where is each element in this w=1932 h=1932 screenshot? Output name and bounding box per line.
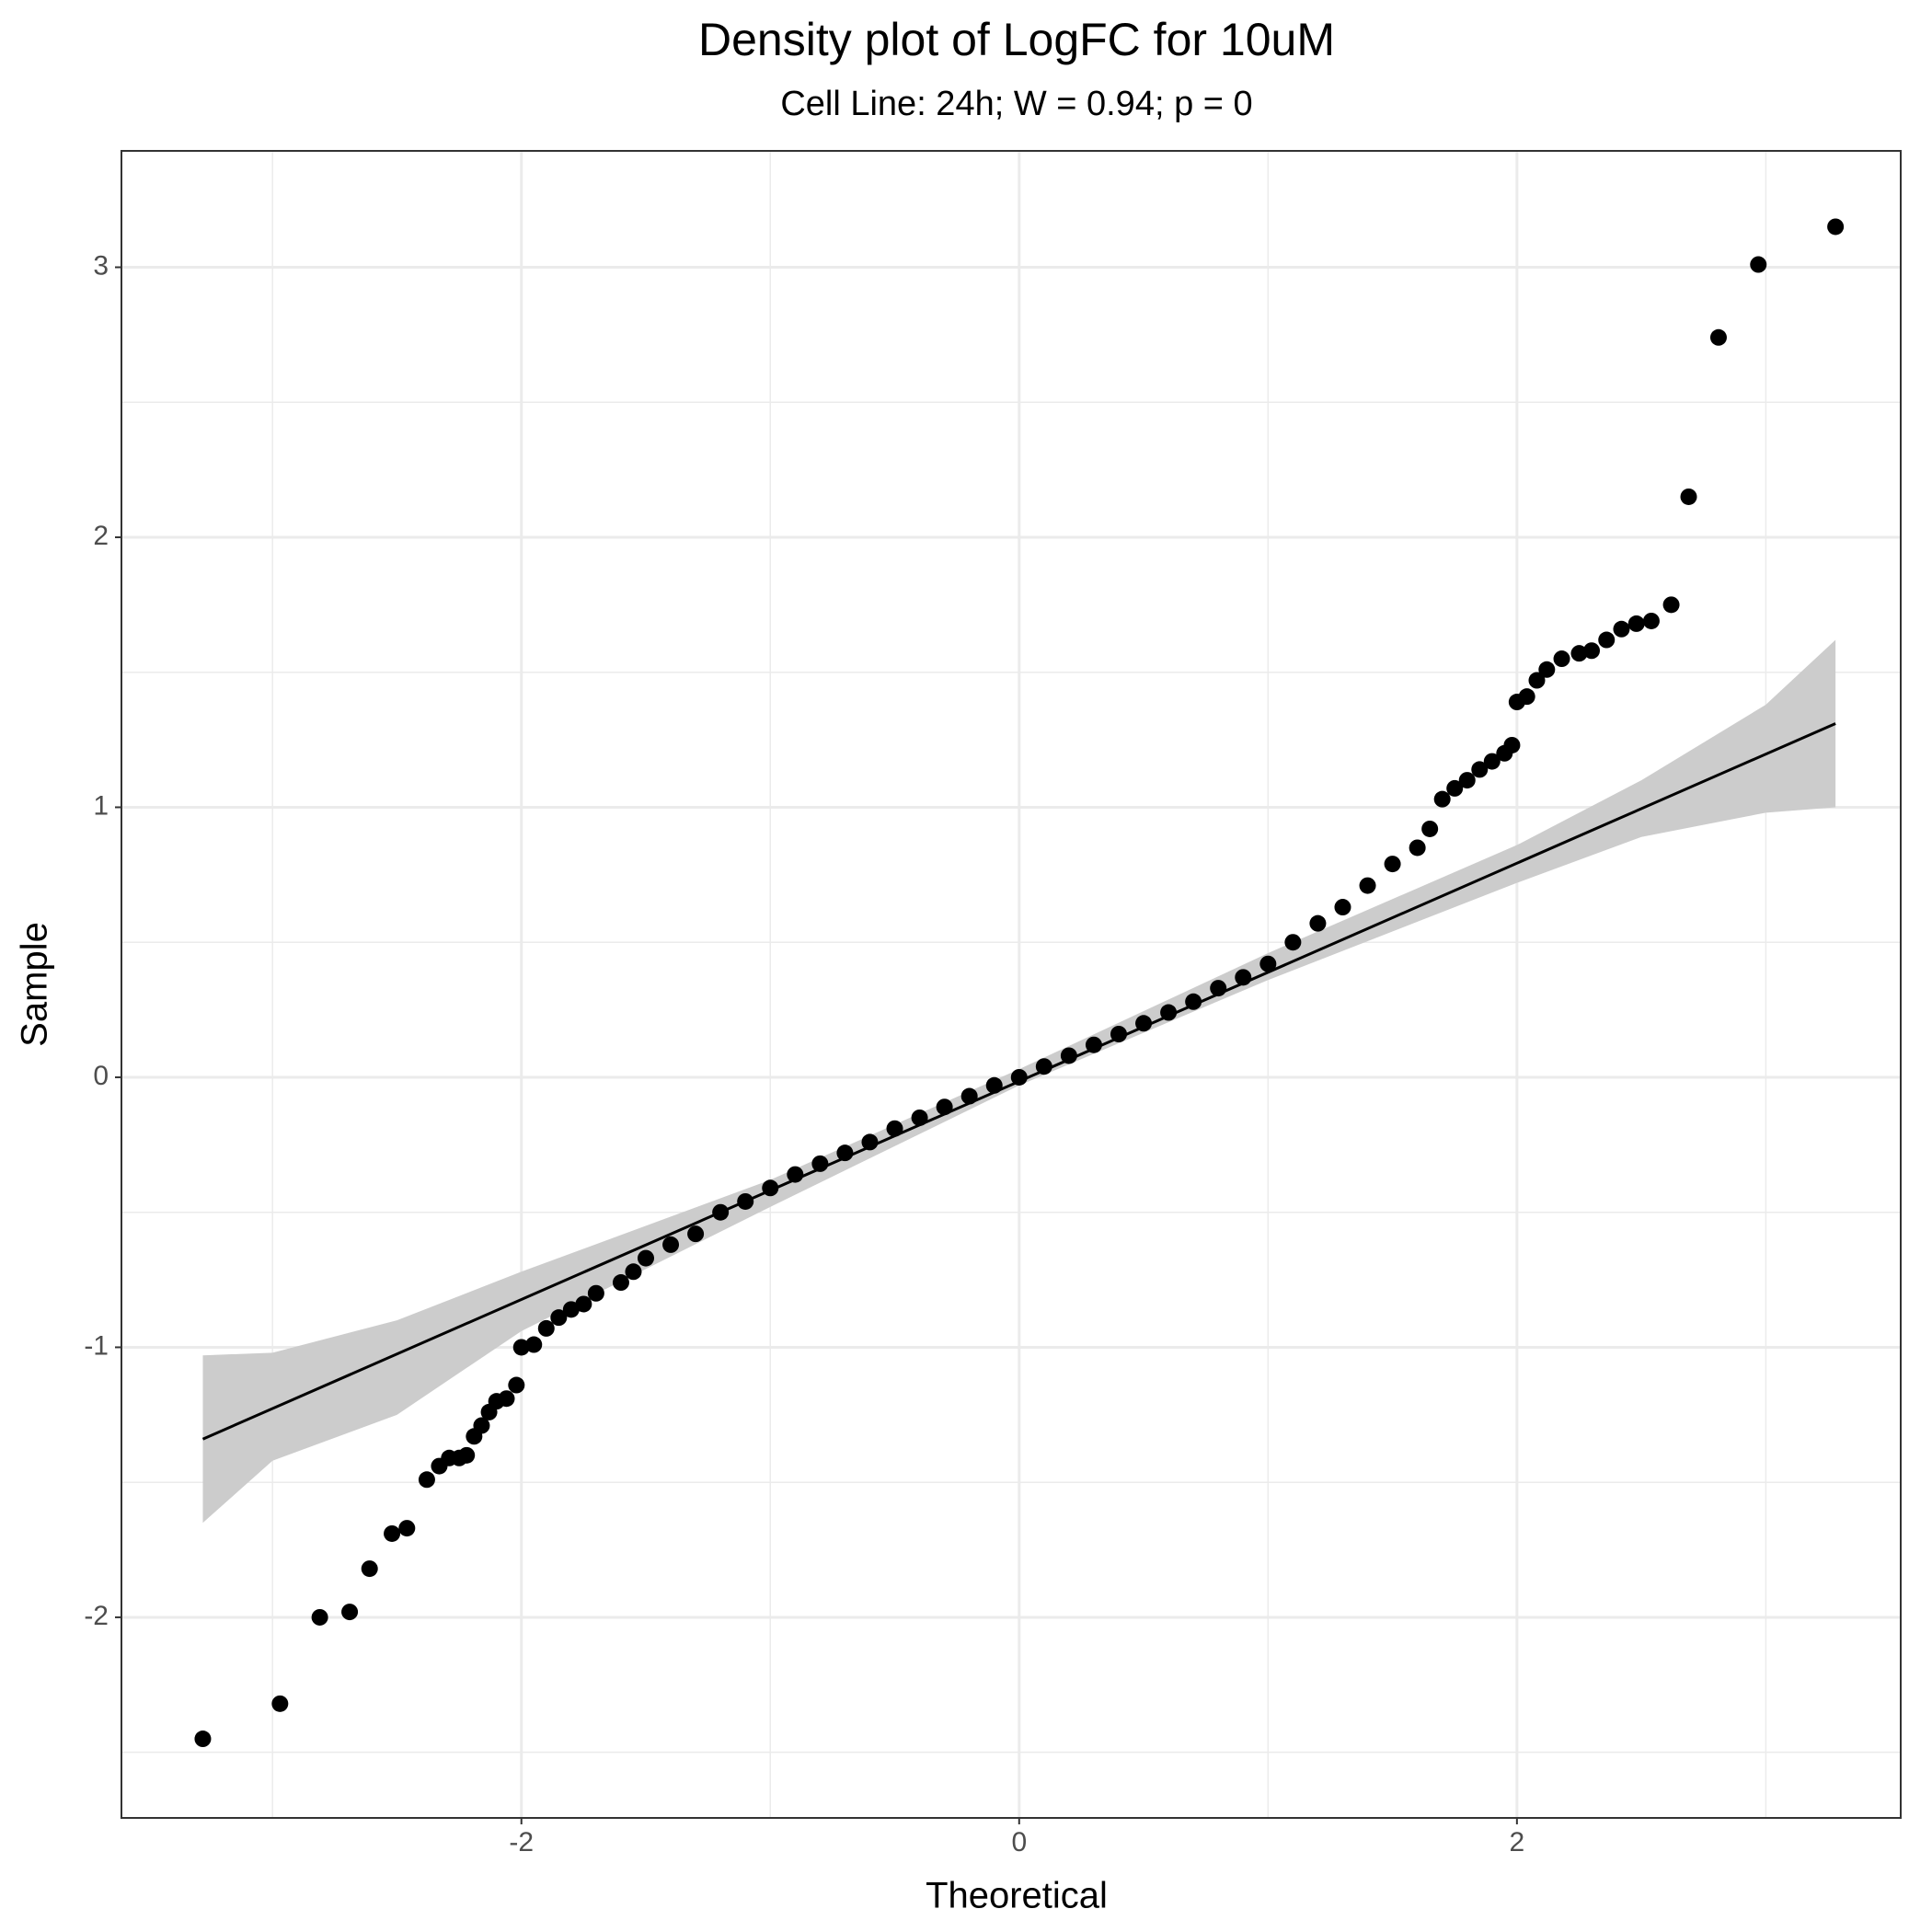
y-tick-label: 1: [93, 790, 109, 821]
point: [1409, 839, 1426, 857]
point: [1035, 1058, 1052, 1075]
point: [638, 1249, 655, 1267]
point: [1553, 650, 1570, 668]
chart-subtitle: Cell Line: 24h; W = 0.94; p = 0: [780, 85, 1252, 123]
point: [960, 1087, 978, 1105]
y-tick-label: 3: [93, 250, 109, 281]
point: [562, 1301, 580, 1318]
point: [271, 1695, 289, 1712]
point: [811, 1155, 829, 1172]
y-tick-label: 2: [93, 521, 109, 551]
point: [936, 1098, 953, 1116]
point: [1359, 877, 1376, 894]
x-tick-label: -2: [509, 1827, 534, 1857]
point: [1309, 914, 1327, 932]
panel-border: [121, 150, 1902, 1819]
point: [1458, 772, 1476, 789]
point: [512, 1339, 530, 1356]
point: [575, 1295, 592, 1313]
point: [911, 1109, 928, 1126]
y-axis-title: Sample: [15, 922, 55, 1047]
point: [1642, 612, 1660, 629]
point: [612, 1274, 629, 1292]
point: [737, 1192, 754, 1210]
point: [1827, 218, 1845, 236]
point: [1518, 688, 1535, 706]
point: [985, 1076, 1003, 1094]
y-tick-label: -2: [84, 1601, 109, 1631]
x-tick-label: 0: [1011, 1827, 1027, 1857]
point: [1160, 1004, 1178, 1021]
chart-title: Density plot of LogFC for 10uM: [698, 14, 1335, 65]
y-tick-label: 0: [93, 1061, 109, 1091]
point: [384, 1524, 401, 1542]
point: [1471, 761, 1489, 778]
point: [1259, 955, 1277, 972]
point: [836, 1144, 854, 1162]
x-tick-label: 2: [1510, 1827, 1525, 1857]
point: [361, 1560, 378, 1578]
point: [762, 1179, 779, 1197]
point: [398, 1520, 416, 1537]
point: [1627, 615, 1645, 632]
point: [712, 1203, 730, 1221]
point: [1583, 642, 1601, 660]
point: [525, 1336, 543, 1353]
point: [625, 1263, 642, 1281]
x-axis-title: Theoretical: [926, 1876, 1108, 1916]
point: [587, 1284, 604, 1302]
point: [1384, 856, 1401, 873]
point: [662, 1236, 680, 1253]
point: [341, 1604, 359, 1621]
point: [1662, 596, 1680, 614]
point: [1680, 488, 1697, 505]
point: [473, 1417, 490, 1434]
point: [1538, 661, 1556, 678]
point: [1284, 934, 1302, 951]
point: [194, 1731, 212, 1748]
point: [1528, 672, 1546, 689]
point: [1613, 620, 1630, 638]
point: [1210, 980, 1227, 997]
point: [886, 1120, 903, 1137]
point: [1709, 328, 1727, 346]
point: [1433, 790, 1451, 808]
point: [1235, 969, 1252, 986]
y-tick-label: -1: [84, 1330, 109, 1361]
point: [1421, 820, 1439, 837]
point: [1110, 1026, 1128, 1043]
point: [311, 1608, 328, 1626]
point: [1185, 993, 1202, 1010]
point: [550, 1309, 568, 1327]
point: [1334, 899, 1351, 916]
point: [1010, 1068, 1028, 1086]
point: [1085, 1036, 1102, 1053]
point: [1483, 753, 1501, 770]
point: [418, 1471, 435, 1489]
point: [1598, 631, 1616, 649]
point: [498, 1390, 515, 1408]
point: [787, 1166, 804, 1183]
point: [1750, 256, 1767, 273]
point: [1135, 1015, 1153, 1032]
point: [537, 1319, 555, 1337]
point: [687, 1225, 705, 1243]
point: [861, 1133, 879, 1151]
point: [1503, 736, 1521, 753]
point: [1060, 1047, 1077, 1064]
point: [458, 1446, 476, 1464]
point: [1446, 779, 1464, 797]
point: [1570, 645, 1588, 662]
point: [508, 1376, 525, 1394]
